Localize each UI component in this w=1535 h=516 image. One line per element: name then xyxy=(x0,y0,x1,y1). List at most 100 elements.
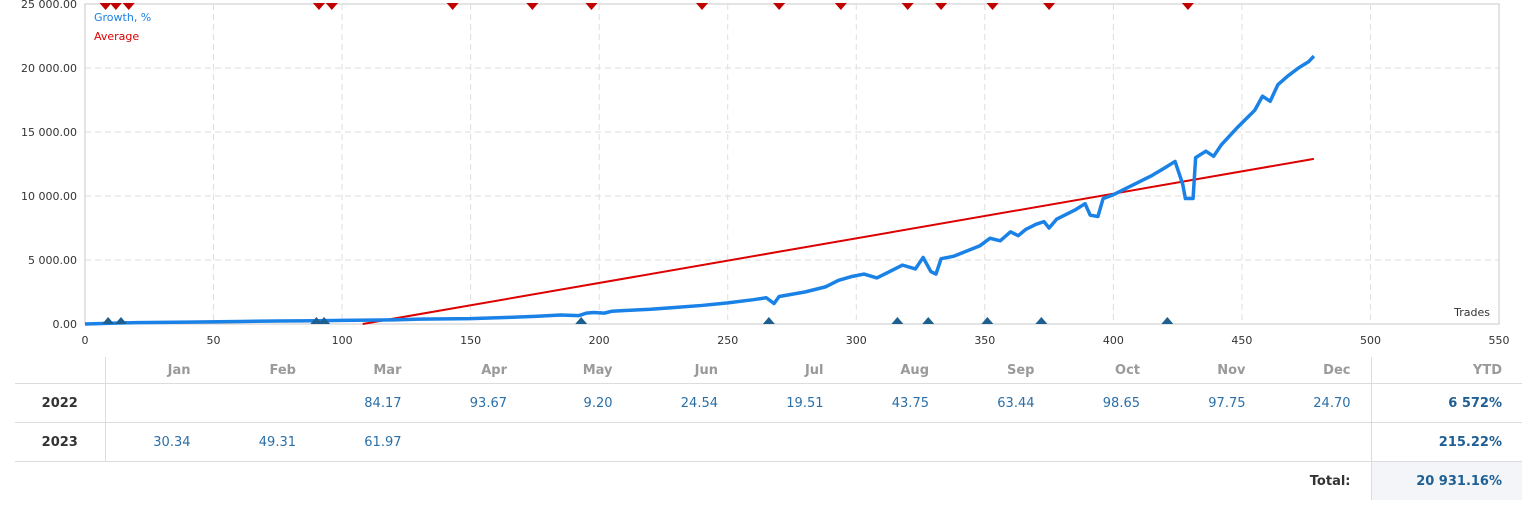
month-header: Jul xyxy=(738,357,844,384)
buy-marker xyxy=(981,317,994,324)
month-header: Dec xyxy=(1265,357,1371,384)
year-header xyxy=(15,357,106,384)
x-tick-label: 250 xyxy=(717,334,738,347)
y-tick-label: 5 000.00 xyxy=(28,254,77,267)
month-value-cell: 24.70 xyxy=(1265,383,1371,423)
month-value-cell xyxy=(527,422,633,462)
ytd-cell: 215.22% xyxy=(1370,422,1522,462)
month-value-cell: 61.97 xyxy=(316,422,422,462)
sell-marker xyxy=(773,3,786,10)
sell-marker xyxy=(325,3,338,10)
sell-marker xyxy=(696,3,709,10)
month-value-cell: 43.75 xyxy=(843,383,949,423)
ytd-cell: 6 572% xyxy=(1370,383,1522,423)
sell-marker xyxy=(1181,3,1194,10)
month-value-cell: 84.17 xyxy=(316,383,422,423)
month-value-cell xyxy=(421,422,527,462)
month-value-cell xyxy=(1160,422,1266,462)
month-value-cell xyxy=(949,422,1055,462)
month-value-cell: 30.34 xyxy=(105,422,211,462)
x-axis-label: Trades xyxy=(1453,306,1490,319)
y-tick-label: 25 000.00 xyxy=(21,0,77,11)
month-value-cell: 97.75 xyxy=(1160,383,1266,423)
month-header: Oct xyxy=(1054,357,1160,384)
sell-marker xyxy=(585,3,598,10)
trade-markers xyxy=(99,3,1194,324)
growth-chart: 0 50 100 150 200 250 300 350 400 450 500 550 0.00 5 … xyxy=(21,0,1510,347)
sell-marker xyxy=(446,3,459,10)
legend-average: Average xyxy=(94,30,139,43)
x-tick-label: 300 xyxy=(846,334,867,347)
year-cell: 2023 xyxy=(15,422,106,462)
x-tick-label: 0 xyxy=(82,334,89,347)
x-tick-label: 500 xyxy=(1360,334,1381,347)
total-label: Total: xyxy=(1309,473,1351,489)
average-line xyxy=(362,157,1315,325)
legend-growth: Growth, % xyxy=(94,11,151,24)
grid-lines xyxy=(85,4,1499,324)
month-header: Jan xyxy=(105,357,211,384)
table-header-row: Jan Feb Mar Apr May Jun Jul Aug Sep Oct … xyxy=(15,357,1522,384)
month-value-cell xyxy=(1265,422,1371,462)
x-tick-label: 400 xyxy=(1103,334,1124,347)
sell-marker xyxy=(312,3,325,10)
x-tick-label: 450 xyxy=(1231,334,1252,347)
month-header: Nov xyxy=(1160,357,1266,384)
y-axis-ticks: 0.00 5 000.00 10 000.00 15 000.00 20 000.00 2… xyxy=(21,0,77,331)
buy-marker xyxy=(575,317,588,324)
buy-marker xyxy=(891,317,904,324)
buy-marker xyxy=(114,317,127,324)
x-tick-label: 50 xyxy=(207,334,221,347)
month-value-cell xyxy=(105,383,211,423)
y-tick-label: 10 000.00 xyxy=(21,190,77,203)
buy-marker xyxy=(318,317,331,324)
month-value-cell: 9.20 xyxy=(527,383,633,423)
month-header: May xyxy=(527,357,633,384)
month-header: Feb xyxy=(210,357,316,384)
x-axis-ticks: 0 50 100 150 200 250 300 350 400 450 500 550 xyxy=(82,334,1510,347)
month-value-cell: 19.51 xyxy=(738,383,844,423)
x-tick-label: 150 xyxy=(460,334,481,347)
month-value-cell xyxy=(1054,422,1160,462)
total-value: 20 931.16% xyxy=(1370,461,1522,500)
growth-line xyxy=(84,54,1316,326)
x-tick-label: 350 xyxy=(974,334,995,347)
ytd-header: YTD xyxy=(1370,357,1522,384)
table-row: 2023 30.34 49.31 61.97 215.22% xyxy=(15,422,1522,462)
table-row: 2022 84.17 93.67 9.20 24.54 19.51 43.75 … xyxy=(15,383,1522,423)
month-header: Mar xyxy=(316,357,422,384)
year-cell: 2022 xyxy=(15,383,106,423)
buy-marker xyxy=(1161,317,1174,324)
month-value-cell: 49.31 xyxy=(210,422,316,462)
monthly-returns-table-wrap: Jan Feb Mar Apr May Jun Jul Aug Sep Oct … xyxy=(15,357,1522,500)
sell-marker xyxy=(901,3,914,10)
sell-marker xyxy=(109,3,122,10)
month-header: Apr xyxy=(421,357,527,384)
y-tick-label: 0.00 xyxy=(53,318,78,331)
buy-marker xyxy=(922,317,935,324)
sell-marker xyxy=(526,3,539,10)
sell-marker xyxy=(986,3,999,10)
sell-marker xyxy=(99,3,112,10)
buy-marker xyxy=(762,317,775,324)
buy-marker xyxy=(102,317,115,324)
y-tick-label: 15 000.00 xyxy=(21,126,77,139)
buy-marker xyxy=(310,317,323,324)
total-row: Total: 20 931.16% xyxy=(15,461,1522,500)
month-value-cell: 93.67 xyxy=(421,383,527,423)
sell-marker xyxy=(1043,3,1056,10)
month-value-cell: 63.44 xyxy=(949,383,1055,423)
month-value-cell: 98.65 xyxy=(1054,383,1160,423)
x-tick-label: 100 xyxy=(332,334,353,347)
sell-marker xyxy=(834,3,847,10)
sell-marker xyxy=(122,3,135,10)
month-value-cell xyxy=(843,422,949,462)
buy-marker xyxy=(1035,317,1048,324)
month-header: Aug xyxy=(843,357,949,384)
month-value-cell xyxy=(632,422,738,462)
plot-area xyxy=(84,3,1500,325)
month-value-cell: 24.54 xyxy=(632,383,738,423)
x-tick-label: 200 xyxy=(589,334,610,347)
month-header: Jun xyxy=(632,357,738,384)
sell-marker xyxy=(935,3,948,10)
